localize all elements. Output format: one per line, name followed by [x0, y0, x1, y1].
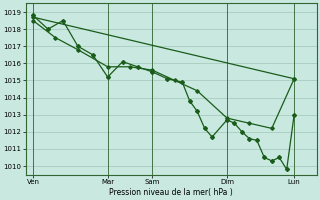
X-axis label: Pression niveau de la mer( hPa ): Pression niveau de la mer( hPa ) — [109, 188, 233, 197]
